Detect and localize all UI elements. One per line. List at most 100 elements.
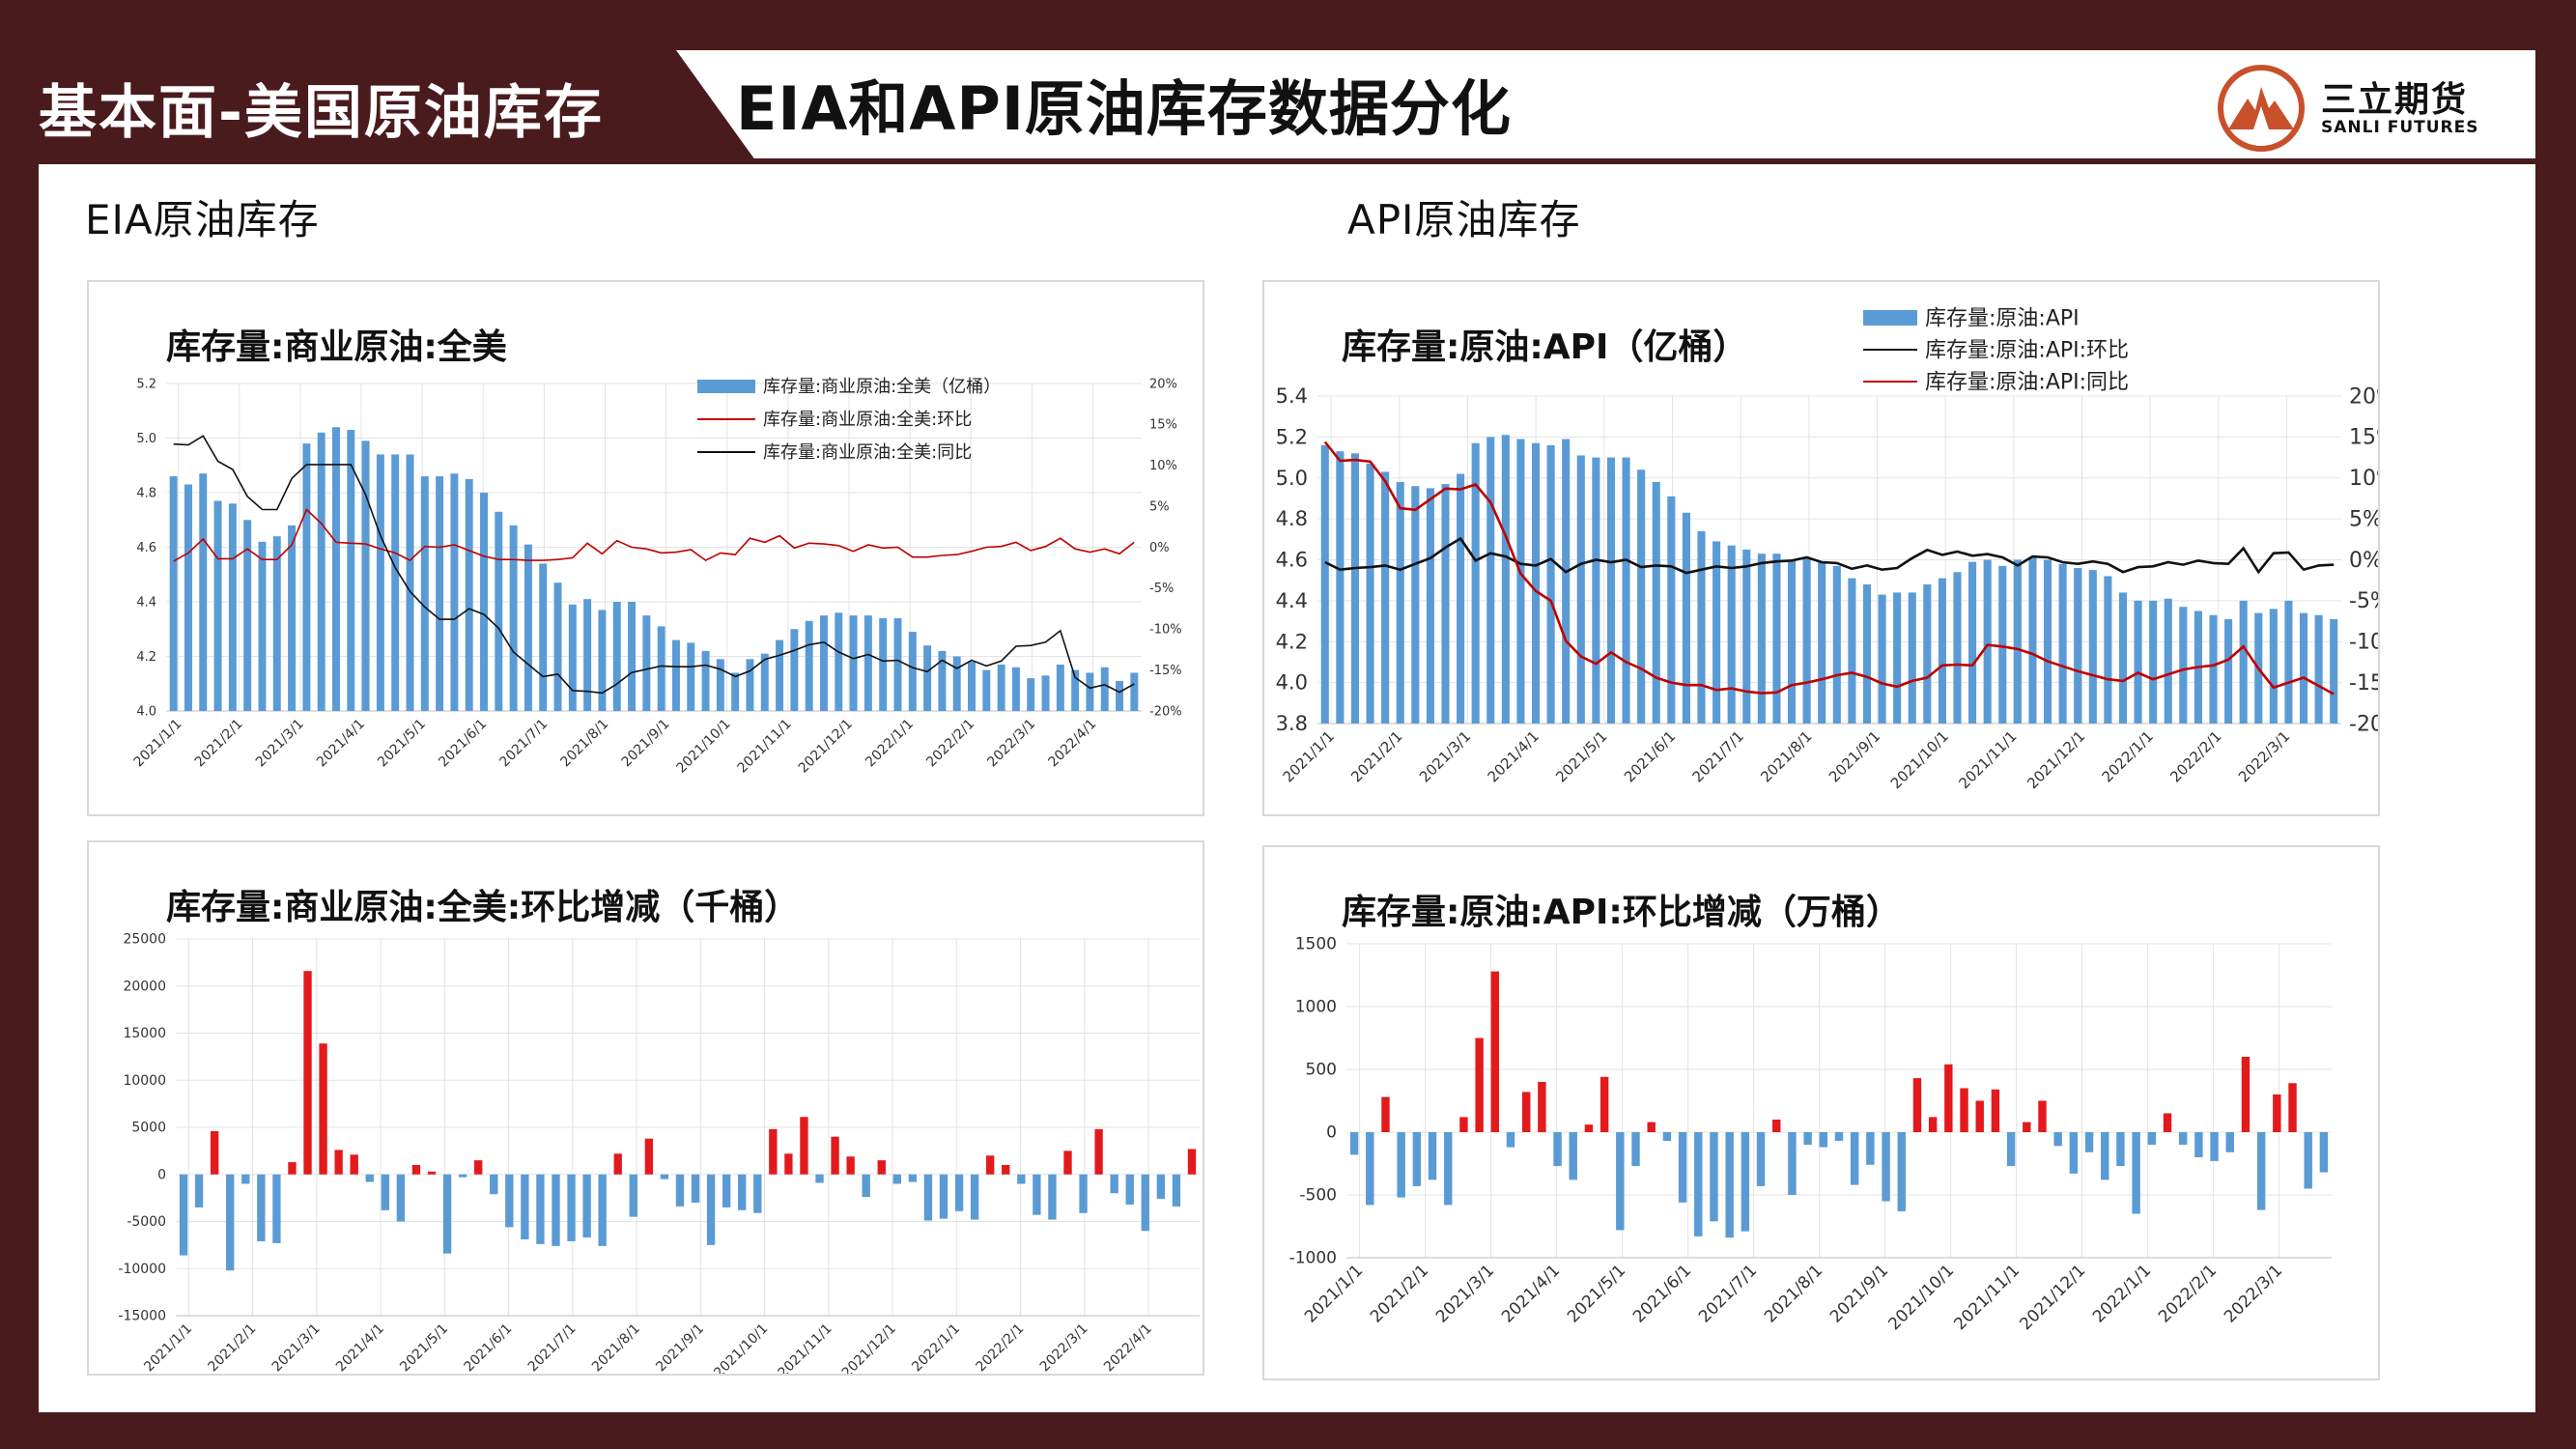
y-tick-label: 4.2 <box>136 650 156 665</box>
bar <box>2299 612 2308 724</box>
bar <box>1667 496 1676 724</box>
legend-swatch <box>1863 310 1917 326</box>
bar <box>396 1174 406 1222</box>
y-tick-label: -5000 <box>127 1214 166 1230</box>
y-tick-label: 5.2 <box>1276 425 1308 448</box>
bar <box>892 1174 901 1184</box>
y-tick-label: 4.8 <box>136 486 156 500</box>
bar <box>2074 567 2082 724</box>
x-tick-label: 2022/1/1 <box>2089 1261 2155 1326</box>
bar <box>2084 1132 2094 1152</box>
bar <box>1953 572 1962 724</box>
bar <box>760 653 769 711</box>
bar <box>1441 484 1450 724</box>
bar <box>2116 1132 2125 1167</box>
y-tick-label: 4.6 <box>136 541 156 555</box>
x-tick-label: 2021/5/1 <box>1552 727 1610 785</box>
x-tick-label: 2021/1/1 <box>131 717 185 771</box>
bar <box>1697 530 1706 724</box>
x-tick-label: 2021/12/1 <box>796 717 856 777</box>
bar <box>1011 667 1020 711</box>
bar <box>272 536 281 711</box>
x-tick-label: 2022/1/1 <box>863 717 917 771</box>
bar <box>583 599 592 711</box>
bar <box>2288 1083 2297 1132</box>
x-tick-label: 2021/4/1 <box>314 717 368 771</box>
bar <box>553 582 562 711</box>
y-tick-label: 4.4 <box>136 595 156 610</box>
bar <box>552 1174 560 1246</box>
bar <box>2224 618 2233 724</box>
x-tick-label: 2022/3/1 <box>1037 1321 1091 1374</box>
bar <box>701 650 710 711</box>
x-tick-label: 2021/3/1 <box>1432 1261 1498 1326</box>
y2-tick-label: 5% <box>2349 507 2378 531</box>
eia-change-panel: 库存量:商业原油:全美:环比增减（千桶） 25000 20000 15000 1000… <box>87 840 1204 1376</box>
y2-tick-label: 0% <box>2349 549 2378 573</box>
bar <box>567 1174 576 1241</box>
bar <box>1908 592 1916 724</box>
x-tick-label: 2021/6/1 <box>436 717 490 771</box>
eia-stock-title: 库存量:商业原油:全美 <box>166 327 507 367</box>
bar <box>908 632 917 711</box>
y2-tick-label: 10% <box>1149 459 1177 473</box>
x-tick-label: 2021/8/1 <box>1761 1261 1826 1326</box>
section-label: 基本面-美国原油库存 <box>39 79 604 147</box>
bar <box>675 1174 685 1207</box>
bar <box>524 544 532 711</box>
bar <box>465 478 473 711</box>
bar <box>258 541 267 711</box>
bar <box>2273 1094 2281 1132</box>
bar <box>997 664 1005 711</box>
y-tick-label: 1500 <box>1295 935 1337 954</box>
bar <box>1928 1117 1938 1132</box>
bar <box>1475 1037 1484 1132</box>
bar <box>1772 1120 1781 1132</box>
bar <box>2132 1132 2140 1214</box>
bar <box>938 650 947 711</box>
x-tick-label: 2022/3/1 <box>2221 1261 2286 1326</box>
bar <box>1562 439 1571 724</box>
y2-tick-label: 15% <box>2349 426 2378 450</box>
bar <box>939 1174 948 1219</box>
bar <box>505 1174 514 1228</box>
bar <box>1553 1132 1562 1167</box>
bar <box>1501 435 1510 724</box>
bar <box>2209 614 2218 724</box>
bar <box>820 615 828 711</box>
bar <box>361 440 370 711</box>
bar <box>1802 557 1811 724</box>
bar <box>1756 1132 1766 1186</box>
y-tick-label: 5.2 <box>136 377 156 391</box>
bar <box>1546 444 1555 724</box>
bar <box>753 1174 762 1213</box>
bar <box>1757 554 1766 724</box>
bar <box>1459 1117 1468 1132</box>
bar <box>2194 1132 2203 1157</box>
y-tick-label: 4.0 <box>1276 671 1308 695</box>
bar <box>1742 549 1751 724</box>
bar <box>1991 1089 2000 1132</box>
bar <box>1576 455 1585 724</box>
y-tick-label: 1000 <box>1295 998 1337 1017</box>
bar <box>365 1174 374 1182</box>
y-tick-label: 5.0 <box>1276 467 1308 490</box>
bar <box>350 1154 358 1175</box>
bar <box>1071 669 1080 711</box>
bar <box>862 1174 870 1198</box>
bar <box>1381 471 1390 724</box>
bar <box>1803 1132 1812 1145</box>
x-tick-label: 2021/3/1 <box>253 717 307 771</box>
bar <box>1156 1174 1166 1200</box>
bar <box>687 642 695 711</box>
bar <box>436 476 444 711</box>
bar <box>539 563 548 711</box>
bar <box>722 1174 731 1208</box>
bar <box>1850 1132 1859 1185</box>
bar <box>490 1174 498 1195</box>
yoy-line <box>1323 440 2335 696</box>
bar <box>1878 594 1886 724</box>
x-tick-label: 2021/7/1 <box>1695 1261 1761 1326</box>
bar <box>2269 609 2278 724</box>
bar <box>213 500 222 711</box>
